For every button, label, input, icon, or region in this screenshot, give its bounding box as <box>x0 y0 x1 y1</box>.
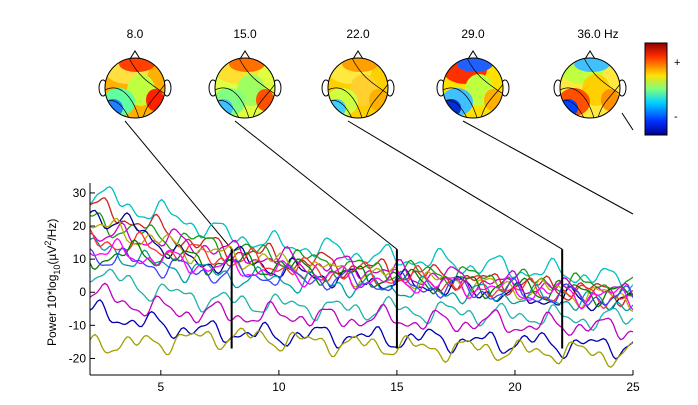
topomap-connector-line <box>124 120 233 250</box>
series-line <box>90 298 633 360</box>
y-tick-label: 20 <box>73 219 87 233</box>
series-line <box>90 212 633 300</box>
series-line <box>90 247 633 306</box>
topomap-nose <box>129 50 141 60</box>
y-tick-label: 0 <box>79 285 86 299</box>
topomap-contour <box>128 58 165 95</box>
topomap-outline <box>442 57 504 119</box>
topomap-outline <box>559 57 621 119</box>
topomap-contour <box>351 58 388 95</box>
topomap-nose <box>239 50 251 60</box>
series-line <box>90 237 633 311</box>
series-line <box>90 217 633 313</box>
topomap-outline <box>214 57 276 119</box>
y-axis-label: Power 10*log10(µV2/Hz) <box>43 219 62 346</box>
colorbar-plus-label: + <box>674 57 680 69</box>
series-line <box>90 282 633 341</box>
topomap: 8.0 <box>98 27 172 119</box>
series-line <box>90 327 633 368</box>
y-tick-label: 10 <box>73 252 87 266</box>
series-line <box>90 268 633 331</box>
topomap-connector-line <box>462 120 634 215</box>
colorbar-minus-label: - <box>674 111 678 123</box>
topomap: 15.0 <box>208 27 282 119</box>
topomap-blob <box>484 89 502 111</box>
topomap-contour <box>560 87 595 118</box>
topomap-outline <box>104 57 166 119</box>
topomap-label: 8.0 <box>127 27 144 41</box>
y-axis-label-prefix: Power 10*log <box>45 275 59 346</box>
x-tick-label: 10 <box>272 380 286 394</box>
topomap-contour <box>105 87 140 118</box>
x-tick-label: 5 <box>157 380 164 394</box>
topomap-outline <box>327 57 389 119</box>
topomap-nose <box>352 50 364 60</box>
y-axis-label-suffix: /Hz) <box>45 219 59 241</box>
topomap: 29.0 <box>436 27 510 119</box>
topomap-blob <box>369 89 387 111</box>
topomap-row: 8.0 15.0 22.0 29.0 36.0 Hz <box>98 27 627 119</box>
y-tick-label: -10 <box>69 318 87 332</box>
colorbar-gradient <box>644 42 668 136</box>
topomap-label: 22.0 <box>346 27 370 41</box>
topomap: 22.0 <box>321 27 395 119</box>
topomap-contour <box>443 87 478 118</box>
topomap-label: 36.0 Hz <box>577 27 618 41</box>
topomap-contour <box>583 58 620 95</box>
topomap-blob <box>601 89 619 111</box>
topomap-label: 29.0 <box>461 27 485 41</box>
topomap-contour <box>328 87 363 118</box>
x-tick-label: 15 <box>390 380 404 394</box>
y-axis-label-unit: (µV <box>45 246 59 265</box>
y-axis-label-subscript: 10 <box>52 265 62 275</box>
topomap-nose <box>584 50 596 60</box>
series-line <box>90 186 633 294</box>
topomap-blob <box>146 89 164 111</box>
y-tick-label: -20 <box>69 351 87 365</box>
topomap-contour <box>238 58 275 95</box>
topomap-connector-line <box>621 112 634 131</box>
topomap-nose <box>467 50 479 60</box>
topomap-contour <box>597 83 620 118</box>
topomap-contour <box>142 83 165 118</box>
topomap-blob <box>256 89 274 111</box>
topomap-contour <box>252 83 275 118</box>
x-tick-label: 20 <box>508 380 522 394</box>
colorbar: + - <box>644 42 680 136</box>
topomap-connector-line <box>234 120 398 250</box>
plot-area: 5 10 15 20 25 -20 -10 0 10 20 30 <box>69 183 640 394</box>
topomap-contour <box>466 58 503 95</box>
y-tick-label: 30 <box>73 186 87 200</box>
topomap-label: 15.0 <box>233 27 257 41</box>
topomap: 36.0 Hz <box>553 27 627 119</box>
topomap-contour <box>215 87 250 118</box>
topomap-contour <box>480 83 503 118</box>
y-axis-label-superscript: 2 <box>43 241 53 246</box>
x-tick-label: 25 <box>626 380 640 394</box>
connector-lines <box>124 112 634 250</box>
series-line <box>90 209 633 312</box>
topomap-contour <box>365 83 388 118</box>
series-line <box>90 237 633 312</box>
topomap-connector-line <box>347 120 563 250</box>
